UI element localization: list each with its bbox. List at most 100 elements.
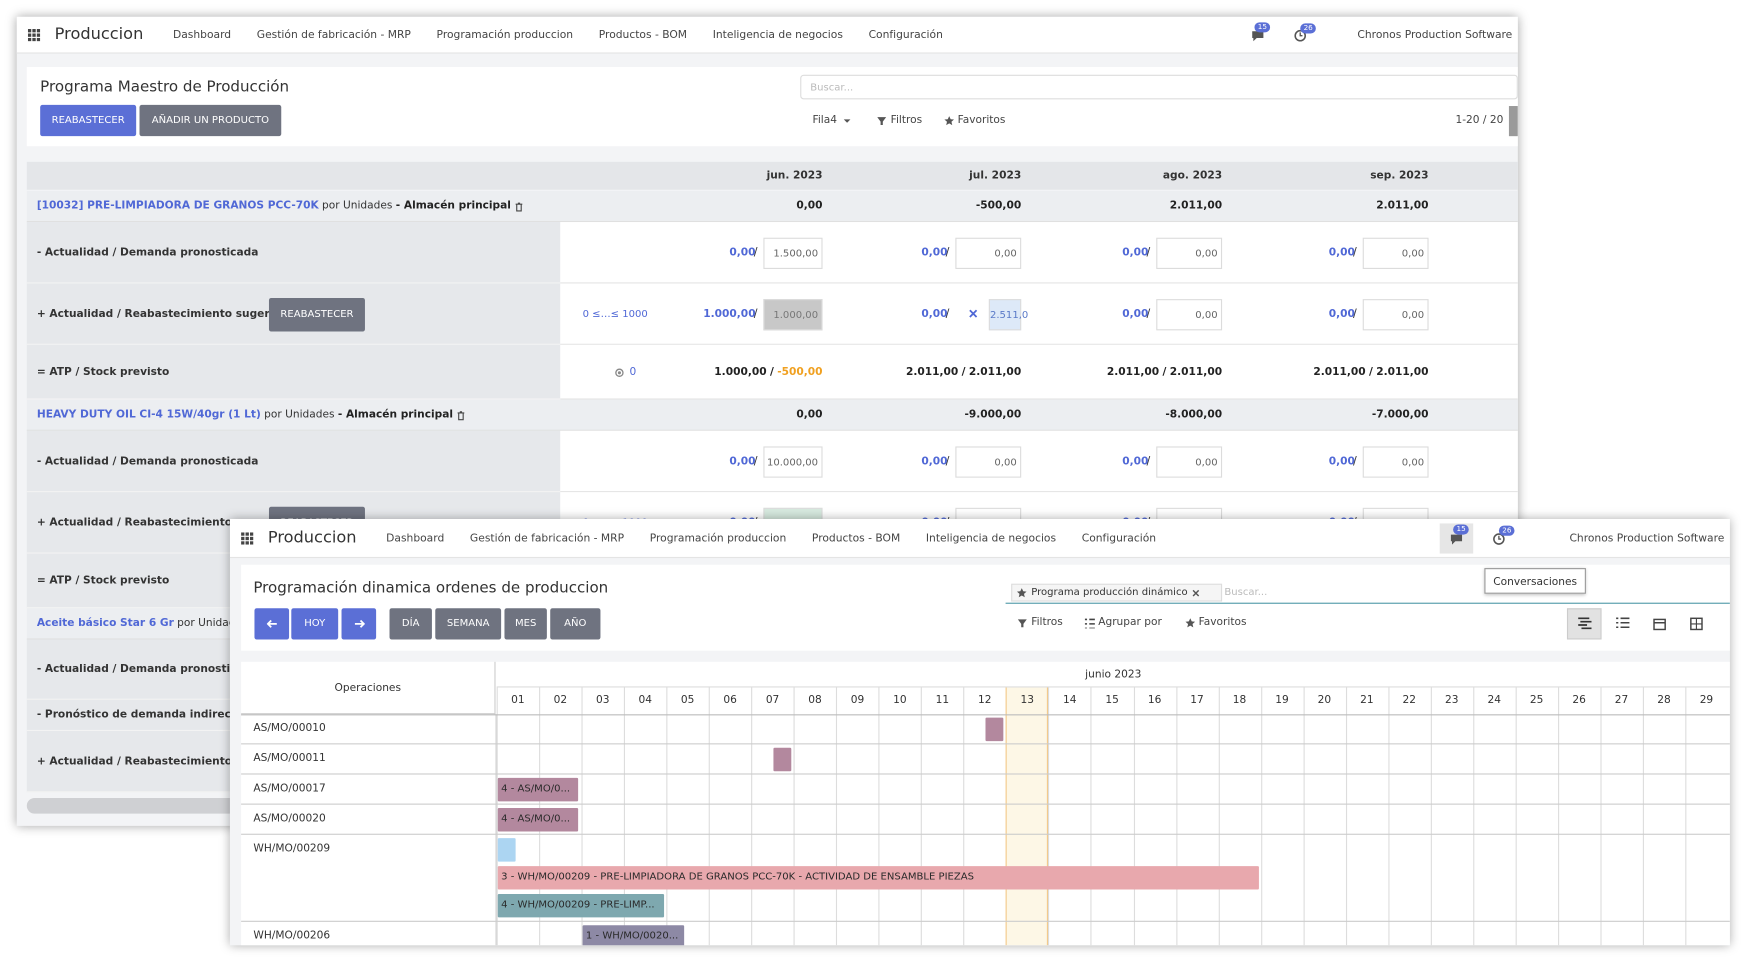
scale-button[interactable]: AÑO [550, 608, 601, 640]
menu-item[interactable]: Gestión de fabricación - MRP [256, 29, 411, 42]
quantity-input[interactable]: 0,00 [955, 445, 1022, 478]
prev-button[interactable] [254, 608, 290, 640]
gantt-pill[interactable]: 4 - AS/MO/0... [497, 808, 579, 832]
trash-icon[interactable] [514, 201, 523, 211]
search-facet[interactable]: Programa producción dinámico [1011, 583, 1223, 602]
quantity-input[interactable]: 2.511,0 [988, 298, 1028, 330]
row-name[interactable]: WH/MO/00206 [253, 929, 331, 942]
menu-item[interactable]: Dashboard [386, 532, 445, 545]
view-switch[interactable] [1679, 608, 1714, 639]
systray-item[interactable]: 15 [1241, 21, 1274, 49]
button[interactable]: REABASTECER [40, 104, 137, 137]
icon-part [1084, 618, 1095, 628]
product-name[interactable]: HEAVY DUTY OIL CI-4 15W/40gr (1 Lt) [36, 408, 261, 421]
row-name[interactable]: AS/MO/00010 [253, 722, 326, 735]
menu-item[interactable]: Productos - BOM [811, 532, 901, 545]
filter-filtros[interactable]: Filtros [877, 113, 922, 129]
row-name[interactable]: AS/MO/00020 [253, 812, 326, 825]
product-name[interactable]: Aceite básico Star 6 Gr [36, 617, 174, 630]
trash-icon[interactable] [456, 410, 465, 420]
quantity-input[interactable]: 0,00 [955, 237, 1022, 269]
filter-group[interactable]: Agrupar por [1084, 615, 1162, 631]
filter-favoritos[interactable]: Favoritos [1185, 615, 1247, 631]
quantity-input[interactable]: 0,00 [1156, 445, 1223, 478]
next-button[interactable] [341, 608, 377, 640]
button[interactable]: HOY [291, 608, 339, 640]
menu-item[interactable]: Inteligencia de negocios [925, 532, 1057, 545]
product-name[interactable]: [10032] PRE-LIMPIADORA DE GRANOS PCC-70K [36, 199, 319, 213]
menu-item[interactable]: Productos - BOM [598, 29, 688, 42]
actual-value[interactable]: 0,00 [729, 454, 756, 468]
gantt-pill[interactable] [985, 717, 1004, 742]
search-input[interactable]: Buscar... [1224, 587, 1268, 599]
pager[interactable]: 1-20 / 20 [1455, 113, 1504, 127]
actual-value[interactable]: 0,00 [1328, 246, 1355, 259]
filter-fila[interactable]: Fila4 [812, 113, 851, 129]
gantt-pill[interactable]: 1 - WH/MO/0020... [582, 925, 685, 946]
gantt-pill[interactable]: 4 - AS/MO/0... [497, 777, 579, 802]
row-name[interactable]: WH/MO/00209 [253, 842, 331, 855]
filter-icon [1017, 618, 1027, 627]
scale-button[interactable]: DÍA [389, 608, 432, 640]
menu-item[interactable]: Programación produccion [436, 29, 574, 42]
company-name[interactable]: Chronos Production Software [1569, 532, 1725, 545]
view-switch[interactable] [1566, 608, 1602, 640]
systray-item[interactable]: 26 [1283, 21, 1317, 49]
scale-button[interactable]: MES [504, 608, 547, 640]
view-switch[interactable] [1605, 608, 1640, 639]
quantity-input[interactable]: 0,00 [1156, 298, 1223, 330]
quantity-input[interactable]: 1.000,00 [763, 298, 823, 330]
apps-icon[interactable] [27, 29, 41, 42]
quantity-input[interactable]: 0,00 [1362, 237, 1429, 269]
quantity-input[interactable]: 0,00 [1362, 445, 1429, 478]
menu-item[interactable]: Inteligencia de negocios [712, 29, 843, 42]
actual-value[interactable]: 0,00 [1122, 454, 1149, 468]
quantity-input[interactable]: 10.000,00 [763, 445, 823, 478]
quantity-input[interactable]: 0,00 [1362, 298, 1429, 330]
actual-value[interactable]: 1.000,00 [703, 307, 756, 320]
actual-value[interactable]: 0,00 [1328, 454, 1355, 468]
clear-icon[interactable] [969, 306, 980, 322]
menu-item[interactable]: Dashboard [172, 29, 232, 42]
menu-item[interactable]: Configuración [1081, 532, 1157, 545]
quantity-input[interactable]: 0,00 [1156, 237, 1223, 269]
chat-icon[interactable] [1450, 532, 1463, 545]
quantity-input[interactable]: 1.500,00 [763, 237, 823, 269]
chat-icon[interactable] [1251, 28, 1264, 41]
gantt-pill[interactable]: 3 - WH/MO/00209 - PRE-LIMPIADORA DE GRAN… [497, 866, 1259, 890]
filter-favoritos[interactable]: Favoritos [944, 113, 1005, 129]
actual-value[interactable]: 0,00 [921, 454, 948, 468]
actual-value[interactable]: 0,00 [1122, 246, 1149, 259]
filter-filtros[interactable]: Filtros [1017, 615, 1063, 631]
actual-value[interactable]: 0,00 [1328, 307, 1355, 320]
range-link[interactable]: 0 ≤…≤ 1000 [582, 308, 648, 320]
day-label: 17 [1190, 694, 1204, 707]
actual-value[interactable]: 0,00 [921, 246, 948, 259]
systray-item[interactable]: 15 [1439, 523, 1474, 554]
menu-item[interactable]: Configuración [868, 29, 943, 42]
search-input[interactable]: Buscar... [800, 74, 1518, 100]
button[interactable]: AÑADIR UN PRODUCTO [139, 104, 282, 137]
apps-menu[interactable] [27, 17, 44, 54]
facet-remove[interactable] [1192, 589, 1200, 597]
scale-button[interactable]: SEMANA [435, 608, 502, 640]
actual-value[interactable]: 0,00 [1122, 307, 1149, 320]
actual-value[interactable]: 0,00 [729, 246, 756, 259]
company-name[interactable]: Chronos Production Software [1357, 29, 1513, 42]
filter-icon [1185, 617, 1196, 627]
view-switch[interactable] [1642, 608, 1677, 639]
gantt-pill[interactable] [773, 747, 792, 772]
apps-menu[interactable] [241, 519, 257, 558]
row-name[interactable]: AS/MO/00011 [253, 752, 326, 765]
gantt-pill[interactable] [497, 838, 516, 862]
stock-toggle[interactable]: 0 [615, 364, 660, 380]
apps-icon[interactable] [241, 532, 254, 545]
button[interactable]: REABASTECER [268, 297, 365, 331]
day-column-line [878, 687, 880, 946]
row-name[interactable]: AS/MO/00017 [253, 782, 326, 795]
gantt-pill[interactable]: 4 - WH/MO/00209 - PRE-LIMP... [497, 893, 665, 918]
actual-value[interactable]: 0,00 [921, 307, 948, 320]
menu-item[interactable]: Programación produccion [649, 532, 787, 545]
menu-item[interactable]: Gestión de fabricación - MRP [469, 532, 625, 545]
systray-item[interactable]: 26 [1482, 523, 1515, 553]
